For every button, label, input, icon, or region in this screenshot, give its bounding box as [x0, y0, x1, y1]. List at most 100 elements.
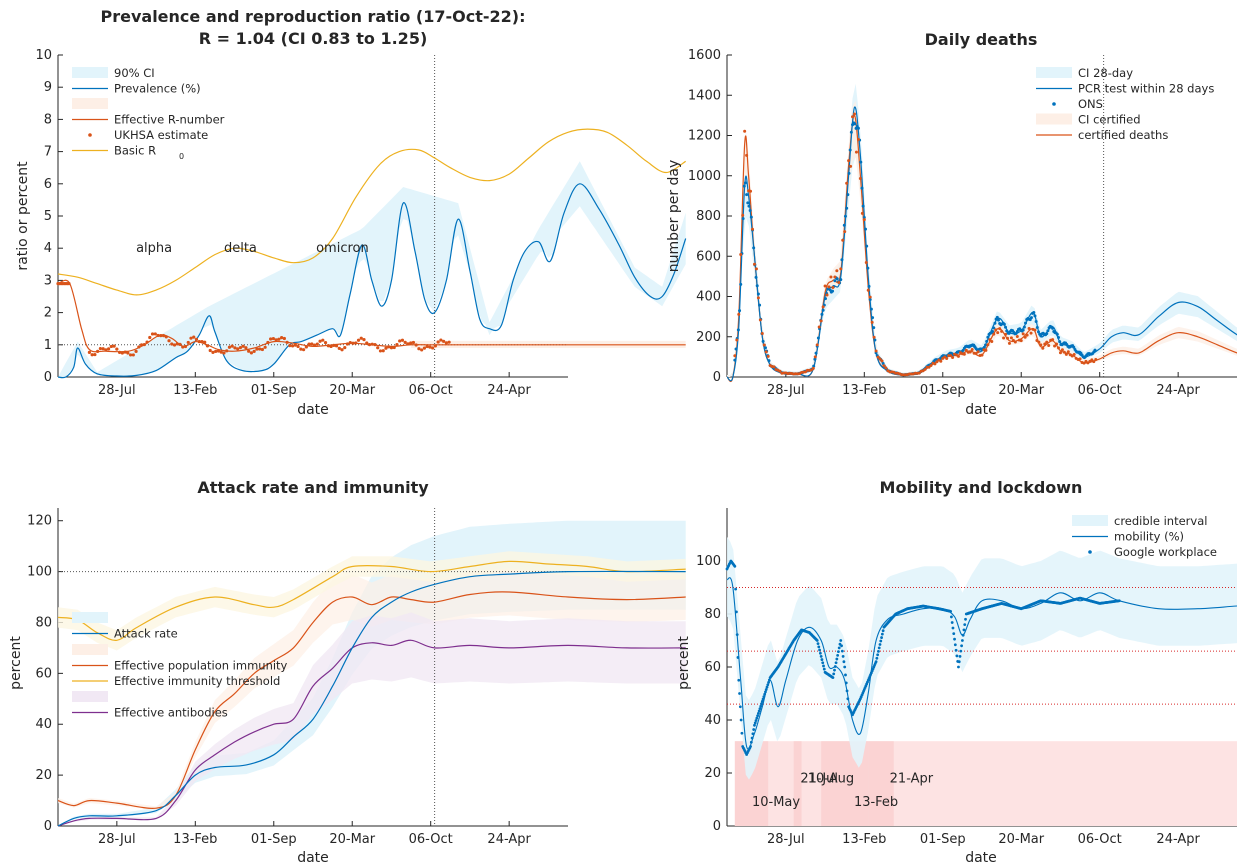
lockdown-period: [868, 741, 894, 826]
google-workplace-point: [758, 707, 762, 711]
ukhsa-estimate-point: [258, 347, 262, 351]
certified-death-point: [847, 159, 851, 163]
google-workplace-point: [754, 719, 758, 722]
immunity-legend-swatch: [72, 644, 108, 655]
google-workplace-point: [815, 639, 819, 642]
certified-death-point: [1019, 339, 1023, 343]
google-workplace-point: [767, 678, 771, 682]
google-workplace-point: [844, 673, 847, 677]
deaths-legend-swatch: [1036, 67, 1072, 78]
ons-point: [1034, 320, 1038, 324]
ons-point: [1005, 329, 1009, 333]
immunity-legend-swatch: [72, 691, 108, 702]
google-workplace-point: [831, 676, 835, 679]
variant-label: delta: [224, 241, 257, 256]
google-workplace-point: [881, 629, 885, 633]
certified-death-point: [1072, 353, 1076, 357]
certified-death-point: [821, 305, 825, 309]
ukhsa-estimate-point: [351, 341, 355, 345]
certified-death-point: [1092, 360, 1096, 364]
ukhsa-estimate-point: [406, 342, 410, 346]
google-workplace-point: [820, 658, 824, 661]
immunity-y-tick-label: 40: [35, 717, 52, 732]
certified-death-point: [939, 359, 943, 363]
ukhsa-estimate-point: [93, 352, 97, 357]
immunity-xlabel: date: [297, 850, 329, 866]
ons-point: [1032, 311, 1036, 315]
ukhsa-estimate-point: [288, 344, 292, 348]
certified-death-point: [884, 366, 888, 370]
ons-point: [847, 171, 851, 175]
ukhsa-estimate-point: [392, 345, 396, 350]
certified-death-point: [1011, 338, 1015, 342]
google-workplace-point: [756, 714, 759, 718]
certified-death-point: [809, 368, 813, 372]
certified-death-point: [1057, 346, 1060, 350]
google-workplace-point: [756, 711, 760, 715]
ons-point: [982, 345, 986, 349]
ukhsa-estimate-point: [219, 350, 223, 354]
ons-point: [995, 315, 999, 319]
immunity-x-tick-label: 06-Oct: [409, 832, 453, 847]
google-workplace-point: [843, 665, 847, 669]
mobility-xlabel: date: [965, 850, 997, 866]
ons-point: [820, 312, 824, 316]
google-workplace-point: [957, 660, 961, 664]
ukhsa-estimate-point: [400, 338, 405, 342]
variant-label: omicron: [316, 241, 369, 256]
google-workplace-point: [833, 665, 837, 668]
certified-death-point: [837, 280, 841, 284]
certified-death-point: [811, 366, 815, 370]
ukhsa-estimate-point: [381, 349, 385, 353]
prevalence-x-tick-label: 20-Mar: [329, 383, 375, 398]
prevalence-y-tick-label: 4: [44, 241, 52, 256]
ukhsa-estimate-point: [271, 336, 275, 341]
certified-death-point: [819, 319, 823, 323]
ons-point: [747, 204, 751, 208]
ukhsa-estimate-point: [274, 338, 278, 342]
ons-point: [1021, 328, 1025, 332]
google-workplace-point: [840, 649, 844, 653]
immunity-panel: Attack rate and immunity date percent 0 2…: [8, 478, 686, 866]
ons-point: [873, 338, 877, 342]
mobility-legend-swatch: [1088, 550, 1092, 554]
ons-point: [736, 328, 740, 332]
certified-death-point: [756, 296, 760, 300]
ukhsa-estimate-point: [436, 340, 440, 344]
google-workplace-point: [879, 639, 883, 643]
ukhsa-estimate-point: [120, 351, 124, 355]
ukhsa-estimate-point: [175, 342, 179, 346]
certified-death-point: [872, 335, 876, 339]
prevalence-y-tick-label: 5: [44, 209, 52, 224]
certified-death-point: [1094, 358, 1098, 362]
lockdown-date-label: 13-Feb: [854, 795, 898, 810]
ukhsa-estimate-point: [420, 348, 424, 352]
prevalence-legend-label: UKHSA estimate: [114, 128, 208, 142]
threshold-line: [57, 560, 686, 641]
ukhsa-estimate-point: [425, 344, 429, 349]
basic-r0-line: [57, 128, 687, 296]
certified-death-point: [1000, 329, 1004, 333]
prevalence-title: Prevalence and reproduction ratio (17-Oc…: [101, 7, 526, 26]
certified-death-point: [970, 347, 974, 351]
ukhsa-estimate-point: [299, 347, 303, 351]
ons-point: [843, 214, 847, 218]
ukhsa-estimate-point: [192, 335, 196, 339]
ukhsa-estimate-point: [359, 336, 363, 340]
ukhsa-estimate-point: [194, 337, 199, 342]
immunity-title: Attack rate and immunity: [197, 478, 429, 497]
ukhsa-estimate-point: [90, 353, 94, 357]
google-workplace-point: [877, 646, 881, 650]
ons-point: [863, 227, 867, 231]
google-workplace-point: [949, 609, 953, 613]
ukhsa-estimate-point: [365, 341, 369, 345]
google-workplace-point: [822, 664, 825, 668]
google-workplace-point: [878, 643, 882, 646]
certified-death-point: [1004, 332, 1008, 336]
immunity-y-tick-label: 0: [44, 819, 52, 834]
threshold-band: [58, 551, 686, 651]
certified-death-point: [835, 269, 839, 273]
ukhsa-estimate-point: [301, 348, 306, 352]
deaths-y-tick-label: 400: [696, 290, 721, 305]
ukhsa-estimate-point: [170, 342, 174, 346]
